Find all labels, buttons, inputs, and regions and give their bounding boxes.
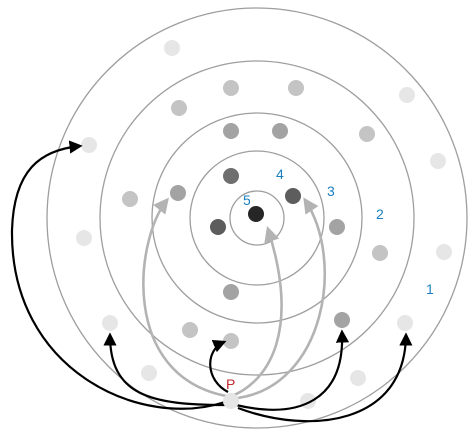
ring-2-circle: [99, 60, 415, 376]
ring-5-circle: [229, 190, 285, 246]
dot: [223, 333, 239, 349]
center-dot: [248, 206, 264, 222]
gray-arrow-to-center: [231, 226, 283, 398]
dot: [329, 219, 345, 235]
dot: [122, 191, 138, 207]
black-arrow-to-ring-1-right: [237, 332, 413, 423]
dot: [81, 137, 97, 153]
dot: [210, 219, 226, 235]
dot: [223, 284, 239, 300]
ring-3-circle: [151, 112, 363, 324]
black-arrows: [10, 140, 413, 423]
dot: [223, 80, 239, 96]
dot: [171, 100, 187, 116]
dots-level-4: [210, 168, 301, 235]
ring-label-3: 3: [327, 183, 335, 199]
dot: [76, 230, 92, 246]
ring-labels: 1 2 3 4 5: [243, 166, 434, 297]
dot: [430, 153, 446, 169]
dots-level-2: [122, 80, 388, 349]
ring-label-2: 2: [376, 206, 384, 222]
dot: [223, 168, 239, 184]
dot: [182, 322, 198, 338]
ring-4-circle: [189, 150, 325, 286]
black-arrow-to-ring-2-near: [209, 340, 229, 393]
dot: [359, 126, 375, 142]
ring-label-4: 4: [276, 166, 284, 182]
dot: [272, 123, 288, 139]
black-arrow-to-ring-3-right: [235, 329, 350, 411]
dot: [141, 365, 157, 381]
ring-label-5: 5: [243, 192, 251, 208]
origin-label: P: [226, 376, 235, 392]
black-arrow-to-ring-1-left: [103, 332, 226, 407]
ring-label-1: 1: [426, 281, 434, 297]
dot: [334, 312, 350, 328]
ring-1-circle: [46, 7, 468, 429]
black-arrow-to-ring-1-top-left: [10, 140, 226, 410]
dot: [285, 188, 301, 204]
dots-level-3: [170, 123, 350, 328]
rings: [46, 7, 468, 429]
dot: [397, 315, 413, 331]
gray-arrow-to-ring-3-left: [142, 197, 227, 398]
dot: [350, 370, 366, 386]
dot: [288, 80, 304, 96]
dot: [372, 245, 388, 261]
dots-level-1: [76, 40, 452, 409]
dot: [170, 185, 186, 201]
gray-arrow-to-ring-3-right: [237, 197, 326, 400]
dot: [223, 123, 239, 139]
dot: [436, 244, 452, 260]
dot: [399, 87, 415, 103]
gray-arrows: [142, 197, 326, 400]
dot: [102, 315, 118, 331]
origin-dot: [223, 393, 239, 409]
dot: [164, 40, 180, 56]
